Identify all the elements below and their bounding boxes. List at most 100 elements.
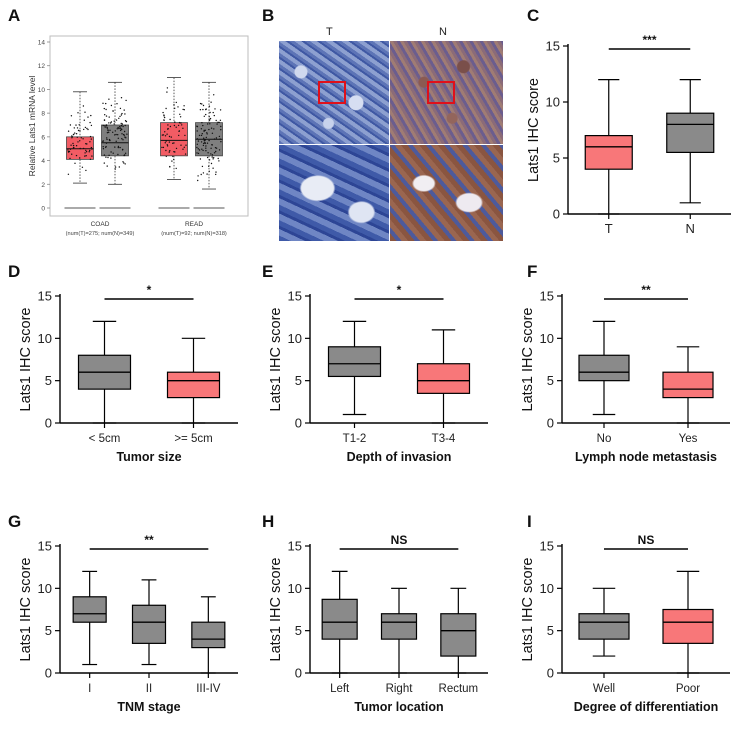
a-jitter-point: [87, 128, 89, 131]
a-jitter-point: [173, 104, 175, 106]
c-y-tick-label: 15: [546, 39, 560, 54]
a-jitter-point: [79, 147, 81, 150]
h-y-tick-label: 5: [295, 623, 302, 638]
f-x-tick-label: No: [597, 433, 612, 445]
a-jitter-point: [212, 158, 214, 160]
a-y-tick-label: 10: [38, 87, 46, 94]
a-jitter-point: [165, 107, 167, 110]
a-jitter-point: [108, 116, 110, 118]
g-box: [131, 604, 167, 644]
a-jitter-point: [71, 153, 73, 155]
a-jitter-point: [114, 168, 116, 170]
a-jitter-point: [170, 136, 172, 138]
a-jitter-point: [86, 127, 88, 130]
d-x-axis-label: Tumor size: [116, 450, 181, 464]
a-jitter-point: [85, 169, 87, 172]
a-jitter-point: [105, 142, 108, 144]
panel-label-h: H: [262, 512, 275, 531]
c-x-tick-label: N: [686, 221, 695, 236]
a-jitter-point: [208, 128, 210, 131]
a-jitter-point: [219, 109, 222, 111]
a-jitter-point: [114, 134, 116, 136]
a-jitter-point: [167, 124, 169, 126]
i-y-tick-label: 0: [547, 666, 554, 681]
g-x-tick-label: I: [88, 683, 91, 695]
a-jitter-point: [67, 130, 70, 132]
a-jitter-point: [119, 125, 121, 128]
f-x-axis-label: Lymph node metastasis: [575, 450, 717, 464]
a-jitter-point: [202, 149, 204, 152]
a-jitter-point: [75, 124, 77, 126]
g-y-tick-label: 10: [38, 581, 52, 596]
a-jitter-point: [201, 165, 204, 168]
a-jitter-point: [163, 115, 165, 117]
a-jitter-point: [124, 163, 126, 165]
a-jitter-point: [196, 146, 198, 149]
a-jitter-point: [173, 142, 175, 144]
a-jitter-point: [78, 124, 80, 126]
i-x-tick-label: Poor: [676, 683, 700, 695]
d-y-tick-label: 15: [38, 289, 52, 304]
a-jitter-point: [107, 156, 109, 159]
a-jitter-point: [201, 148, 203, 150]
a-jitter-point: [124, 124, 126, 127]
a-jitter-point: [219, 138, 221, 140]
a-jitter-point: [108, 122, 110, 124]
a-jitter-point: [120, 97, 123, 99]
i-y-axis-label: Lats1 IHC score: [520, 558, 536, 662]
a-jitter-point: [105, 115, 108, 117]
a-jitter-point: [210, 153, 212, 155]
a-jitter-point: [84, 126, 87, 129]
a-jitter-point: [162, 111, 164, 114]
a-jitter-point: [179, 116, 182, 118]
a-jitter-point: [116, 103, 118, 105]
panel-label-d: D: [8, 262, 21, 281]
a-jitter-point: [165, 149, 167, 152]
a-jitter-point: [108, 154, 110, 156]
a-jitter-point: [105, 108, 107, 111]
g-box: [72, 596, 107, 623]
a-jitter-point: [182, 108, 184, 111]
a-jitter-point: [117, 145, 120, 148]
a-jitter-point: [183, 105, 185, 107]
a-jitter-point: [164, 135, 167, 137]
a-jitter-point: [123, 109, 125, 111]
a-jitter-point: [105, 146, 107, 149]
a-jitter-point: [110, 121, 113, 123]
a-jitter-point: [205, 150, 207, 152]
a-jitter-point: [161, 146, 163, 149]
a-jitter-point: [178, 130, 181, 132]
c-x-tick-label: T: [605, 221, 613, 236]
a-jitter-point: [206, 133, 208, 135]
a-jitter-point: [168, 151, 170, 153]
f-box: [662, 371, 714, 399]
a-jitter-point: [215, 171, 217, 173]
i-box: [662, 608, 714, 644]
a-x-category-note: (num(T)=275; num(N)=349): [66, 231, 135, 237]
a-x-category-label: COAD: [91, 221, 110, 228]
a-jitter-point: [114, 166, 117, 168]
e-y-axis-label: Lats1 IHC score: [268, 308, 284, 412]
a-jitter-point: [196, 130, 198, 132]
h-significance-label: NS: [391, 533, 408, 547]
a-box: [160, 122, 188, 157]
a-jitter-point: [203, 137, 205, 139]
a-jitter-point: [119, 115, 121, 118]
a-jitter-point: [118, 117, 120, 120]
ihc-normal-lowmag-image: [389, 40, 504, 145]
a-jitter-point: [110, 157, 112, 159]
a-jitter-point: [175, 101, 177, 104]
a-jitter-point: [162, 134, 165, 136]
a-jitter-point: [220, 125, 222, 128]
e-box: [327, 346, 382, 378]
f-y-tick-label: 0: [547, 416, 554, 431]
a-jitter-point: [166, 87, 169, 89]
d-box: [166, 371, 221, 399]
a-jitter-point: [202, 108, 204, 111]
a-jitter-point: [197, 148, 199, 150]
chart-f-lymph-node-metastasis: 0 5 10 15 Lats1 IHC score No Yes ** Lymph node m…: [520, 283, 730, 464]
a-jitter-point: [119, 107, 122, 110]
a-jitter-point: [211, 156, 213, 158]
a-jitter-point: [196, 143, 198, 145]
